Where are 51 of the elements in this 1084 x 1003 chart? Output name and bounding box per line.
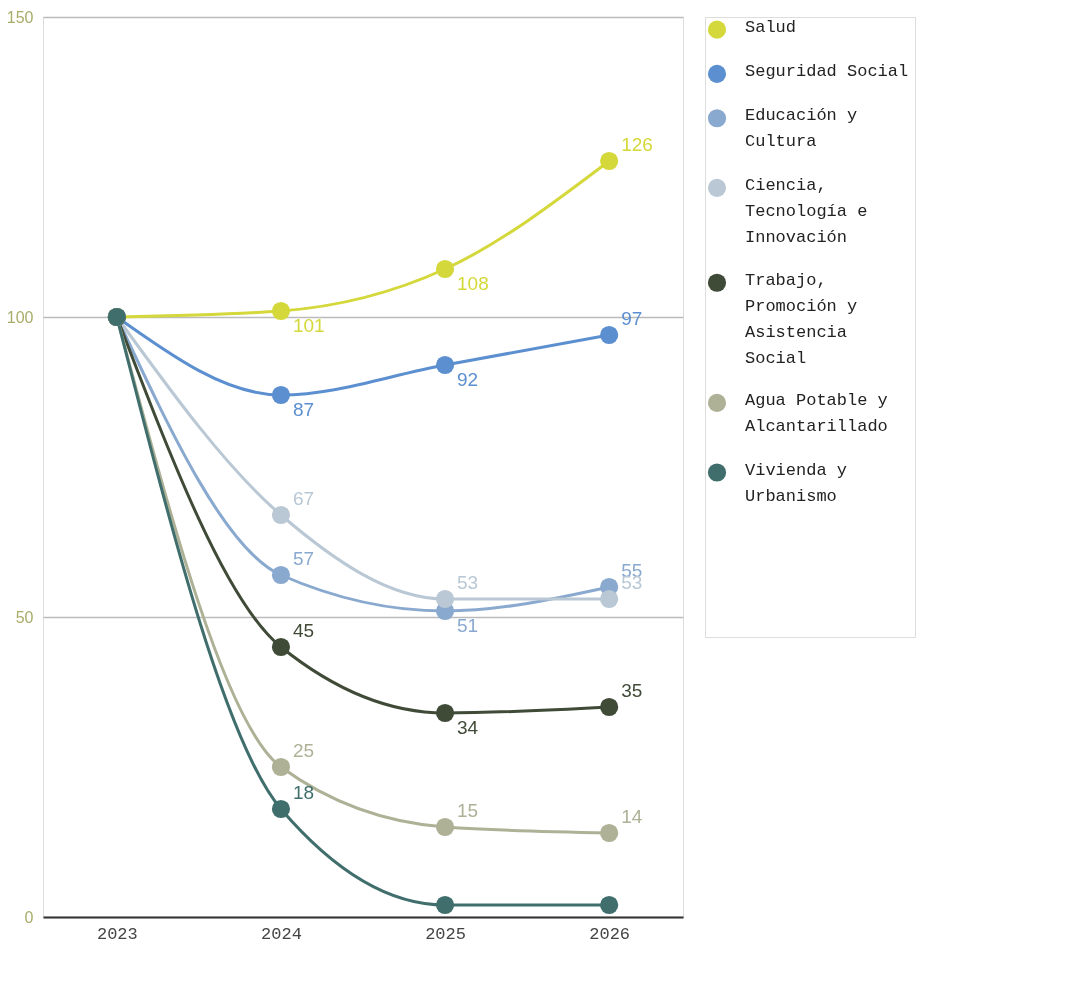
point [271,565,291,585]
data-label: 34 [457,717,479,738]
x-tick-label: 2026 [589,924,631,944]
data-label: 51 [457,615,479,636]
point [271,799,291,819]
data-label: 14 [621,806,643,827]
legend-label: Vivienda y Urbanismo [745,460,848,506]
point [600,697,619,717]
point [271,385,291,405]
point [600,151,619,171]
point [435,259,455,279]
data-label: 101 [292,315,325,336]
legend-label: Seguridad Social [745,61,909,81]
y-tick-label: 50 [15,608,34,626]
point [435,895,455,915]
point [271,757,291,777]
x-tick-label: 2025 [425,924,466,944]
legend-label: Salud [745,17,797,37]
point [600,895,619,915]
point [435,589,455,609]
x-tick-label: 2023 [96,924,138,944]
data-label: 53 [457,572,479,593]
legend-label: Educación y Cultura [745,106,858,152]
data-label: 126 [621,134,653,155]
y-tick-label: 0 [24,908,34,926]
y-tick-label: 150 [6,8,34,26]
data-label: 67 [292,488,315,509]
data-label: 57 [292,548,315,569]
point [435,355,455,375]
y-tick-label: 100 [6,308,34,326]
data-label: 18 [292,782,315,803]
point [600,589,619,609]
legend-label: Ciencia, Tecnología e Innovación [745,175,868,247]
point [600,823,619,843]
point [600,325,619,345]
data-label: 92 [457,369,479,390]
point [435,817,455,837]
data-label: 87 [292,399,315,420]
data-label: 45 [292,620,315,641]
x-tick-label: 2024 [261,924,302,944]
point [435,703,455,723]
legend-label: Agua Potable y Alcantarillado [745,390,888,436]
data-label: 35 [621,680,643,701]
legend-label: Trabajo, Promoción y Asistencia Social [745,270,858,368]
data-label: 25 [292,740,315,761]
point [271,637,291,657]
data-label: 97 [621,308,643,329]
data-label: 15 [457,800,479,821]
point [271,301,291,321]
data-label: 108 [457,273,489,294]
point [271,505,291,525]
